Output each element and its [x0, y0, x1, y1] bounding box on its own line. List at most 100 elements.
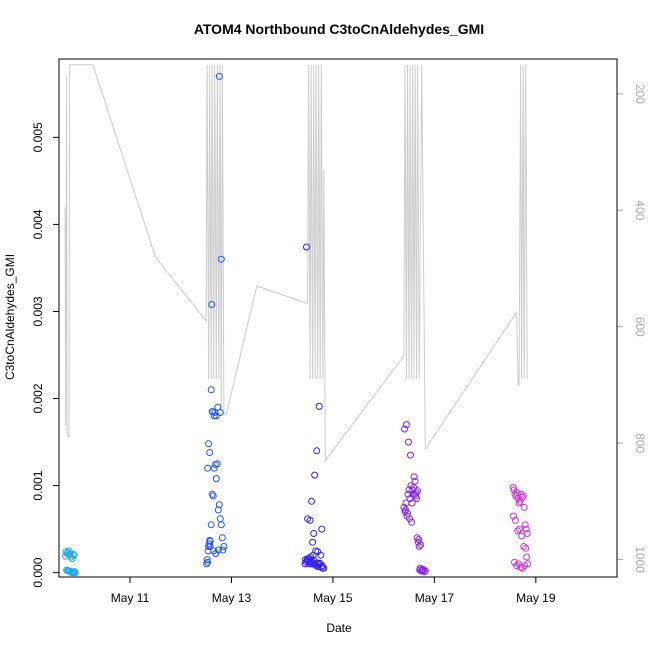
- data-point: [403, 421, 410, 429]
- y-tick-label: 0.002: [31, 383, 45, 413]
- data-point: [208, 490, 216, 498]
- y-axis: 0.000 0.001 0.002 0.003 0.004 0.005: [31, 122, 59, 588]
- data-point: [315, 402, 323, 410]
- x-axis: May 11 May 13 May 15 May 17 May 19: [111, 577, 556, 605]
- data-point: [410, 483, 418, 491]
- data-point: [65, 547, 73, 555]
- x-tick-label: May 17: [415, 591, 455, 605]
- y-tick-label: 0.001: [31, 470, 45, 500]
- data-point: [514, 527, 522, 535]
- data-point: [219, 546, 227, 554]
- data-point: [216, 515, 224, 523]
- data-point: [417, 541, 425, 549]
- pressure-line-layer: [64, 64, 528, 463]
- data-point: [522, 525, 530, 533]
- data-point: [303, 243, 310, 251]
- data-point: [515, 499, 523, 507]
- y2-tick-label: 200: [633, 84, 647, 104]
- data-point: [512, 516, 519, 524]
- data-point: [313, 447, 321, 455]
- data-point: [317, 551, 325, 559]
- y2-tick-label: 1000: [633, 546, 647, 573]
- points-layer: [62, 72, 532, 577]
- data-point: [415, 543, 423, 550]
- data-point: [416, 566, 424, 574]
- data-point: [212, 475, 220, 483]
- data-point: [405, 438, 412, 446]
- data-point: [69, 550, 77, 558]
- data-point: [210, 412, 218, 420]
- data-point: [71, 569, 79, 577]
- data-point: [401, 425, 408, 433]
- data-point: [68, 569, 76, 577]
- y2-tick-label: 800: [633, 433, 647, 453]
- data-point: [419, 565, 427, 573]
- data-point: [206, 543, 214, 550]
- x-tick-label: May 19: [516, 591, 556, 605]
- data-point: [305, 555, 313, 563]
- y-axis-label: C3toCnAldehydes_GMI: [3, 254, 17, 380]
- y-tick-label: 0.000: [31, 557, 45, 587]
- data-point: [215, 72, 223, 80]
- data-point: [318, 525, 326, 533]
- data-point: [62, 552, 70, 560]
- y-tick-label: 0.005: [31, 122, 45, 152]
- y-tick-label: 0.004: [31, 209, 45, 239]
- x-tick-label: May 13: [212, 591, 252, 605]
- data-point: [220, 543, 228, 550]
- data-point: [209, 492, 217, 500]
- data-point: [212, 412, 220, 420]
- data-point: [524, 560, 532, 568]
- data-point: [206, 449, 214, 456]
- chart-title: ATOM4 Northbound C3toCnAldehydes_GMI: [194, 21, 484, 37]
- data-point: [523, 530, 531, 537]
- data-point: [518, 494, 526, 502]
- data-point: [408, 499, 416, 507]
- data-point: [204, 464, 212, 472]
- data-point: [411, 477, 419, 485]
- data-point: [207, 521, 215, 529]
- data-point: [214, 546, 222, 554]
- data-point: [217, 255, 225, 263]
- data-point: [520, 543, 528, 550]
- x-tick-label: May 15: [313, 591, 353, 605]
- data-point: [320, 564, 328, 572]
- data-point: [309, 551, 317, 559]
- data-point: [510, 512, 517, 520]
- pressure-line: [64, 64, 528, 463]
- data-point: [517, 490, 525, 498]
- y2-tick-label: 400: [633, 200, 647, 220]
- data-point: [408, 518, 416, 526]
- data-point: [306, 516, 314, 524]
- data-point: [204, 558, 212, 566]
- data-point: [309, 538, 317, 546]
- data-point: [310, 530, 318, 537]
- data-point: [402, 506, 409, 514]
- data-point: [217, 521, 225, 529]
- data-point: [523, 553, 531, 561]
- data-point: [513, 562, 521, 570]
- data-point: [218, 534, 226, 542]
- data-point: [522, 544, 530, 552]
- data-point: [203, 560, 211, 568]
- x-tick-label: May 11: [111, 591, 150, 605]
- data-point: [311, 471, 319, 479]
- data-point: [213, 460, 221, 468]
- data-point: [516, 525, 524, 533]
- plot-frame: [58, 58, 618, 578]
- data-point: [68, 555, 76, 563]
- data-point: [414, 487, 422, 495]
- data-point: [206, 537, 214, 545]
- data-point: [515, 560, 523, 568]
- data-point: [407, 451, 414, 459]
- data-point: [208, 301, 216, 308]
- y2-axis: 200 400 600 800 1000: [617, 84, 647, 573]
- data-point: [216, 409, 224, 416]
- data-point: [406, 515, 413, 523]
- data-point: [70, 551, 78, 559]
- data-point: [410, 473, 418, 481]
- data-point: [207, 386, 215, 394]
- data-point: [413, 534, 421, 542]
- data-point: [511, 558, 518, 566]
